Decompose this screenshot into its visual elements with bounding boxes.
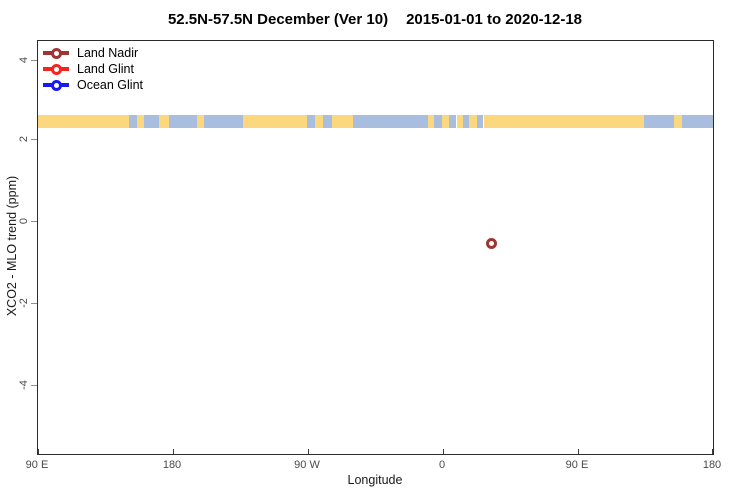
map-strip-segment-ocean <box>434 115 442 128</box>
map-strip-segment-land <box>136 115 144 128</box>
y-axis-tick <box>31 59 37 61</box>
title-range-text: 52.5N-57.5N December (Ver 10) <box>167 11 389 28</box>
legend: Land Nadir Land Glint Ocean Glint <box>43 45 143 93</box>
plot-area: Land Nadir Land Glint Ocean Glint <box>37 40 714 455</box>
map-strip-segment-land <box>331 115 354 128</box>
y-axis-tick <box>31 220 37 222</box>
y-axis-tick <box>31 384 37 386</box>
y-axis-tick <box>31 303 37 305</box>
legend-row-land-nadir: Land Nadir <box>43 45 143 61</box>
legend-row-land-glint: Land Glint <box>43 61 143 77</box>
x-axis-tick <box>712 449 713 454</box>
map-strip-segment-ocean <box>143 115 159 128</box>
map-strip-segment-land <box>314 115 323 128</box>
map-strip-segment-ocean <box>353 115 429 128</box>
x-axis-tick <box>443 449 444 454</box>
map-strip-segment-ocean <box>644 115 674 128</box>
y-axis-tick-label: -4 <box>18 379 30 390</box>
x-axis-tick <box>38 449 39 454</box>
map-strip-segment-land <box>196 115 205 128</box>
map-strip-segment-land <box>456 115 464 128</box>
map-strip-segment-land <box>158 115 169 128</box>
x-axis-label: Longitude <box>347 473 403 487</box>
map-strip-segment-ocean <box>168 115 197 128</box>
x-axis-tick-label: 90 E <box>25 459 49 471</box>
x-axis-tick-label: 0 <box>438 459 446 471</box>
map-strip-segment-land <box>469 115 478 128</box>
y-axis-tick-label: -2 <box>18 298 30 308</box>
map-strip-segment-ocean <box>463 115 470 128</box>
y-axis-tick-label: 0 <box>18 217 30 224</box>
x-axis-tick <box>578 449 579 454</box>
map-strip-segment-land <box>38 115 130 128</box>
y-axis-tick <box>31 139 37 141</box>
x-axis-tick-label: 180 <box>702 459 722 471</box>
legend-label-land-nadir: Land Nadir <box>77 46 139 60</box>
land-glint-marker-icon <box>43 63 69 75</box>
map-strip-segment-land <box>483 115 645 128</box>
data-point-land-nadir <box>486 238 498 250</box>
ocean-glint-marker-icon <box>43 79 69 91</box>
y-axis-label: XCO2 - MLO trend (ppm) <box>5 175 19 317</box>
map-strip-segment-ocean <box>129 115 137 128</box>
plot-title: 52.5N-57.5N December (Ver 10) 2015-01-01 … <box>0 11 750 28</box>
map-strip-segment-ocean <box>322 115 332 128</box>
legend-label-land-glint: Land Glint <box>77 62 134 76</box>
map-strip-segment-land <box>428 115 435 128</box>
x-axis-tick-label: 90 W <box>294 459 320 471</box>
map-strip-segment-ocean <box>204 115 243 128</box>
map-strip-segment-land <box>673 115 682 128</box>
map-strip-segment-ocean <box>477 115 484 128</box>
x-axis-tick-label: 90 E <box>565 459 589 471</box>
x-axis-tick <box>308 449 309 454</box>
land-nadir-marker-icon <box>43 47 69 59</box>
x-axis-tick-label: 180 <box>162 459 182 471</box>
map-strip-segment-land <box>242 115 308 128</box>
y-axis-tick-label: 4 <box>18 56 30 63</box>
map-strip-segment-land <box>441 115 450 128</box>
legend-row-ocean-glint: Ocean Glint <box>43 77 143 93</box>
map-strip-segment-ocean <box>449 115 457 128</box>
legend-label-ocean-glint: Ocean Glint <box>77 78 144 92</box>
y-axis-tick-label: 2 <box>18 136 30 143</box>
x-axis-tick <box>173 449 174 454</box>
map-strip-segment-ocean <box>681 115 713 128</box>
map-strip-segment-ocean <box>307 115 315 128</box>
title-dates-text: 2015-01-01 to 2020-12-18 <box>406 11 583 28</box>
